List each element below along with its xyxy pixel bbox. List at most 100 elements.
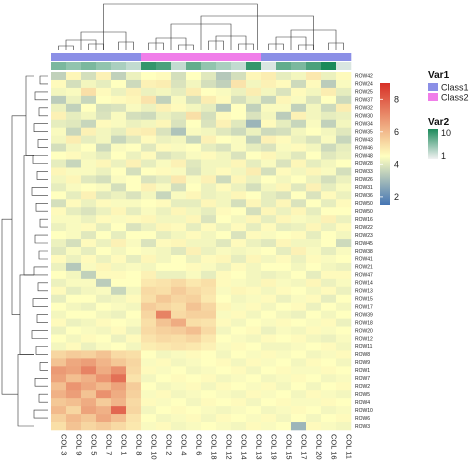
heatmap-cell bbox=[231, 254, 247, 264]
heatmap-cell bbox=[261, 247, 277, 256]
row-label: ROW3 bbox=[355, 424, 370, 430]
heatmap-cell bbox=[96, 334, 112, 343]
heatmap-cell bbox=[276, 358, 292, 367]
heatmap-cell bbox=[306, 103, 322, 113]
heatmap-cell bbox=[66, 167, 82, 176]
heatmap-cell bbox=[126, 87, 142, 97]
heatmap-cell bbox=[156, 254, 172, 264]
heatmap-cell bbox=[51, 151, 67, 160]
heatmap-cell bbox=[96, 199, 112, 208]
heatmap-cell bbox=[96, 302, 112, 311]
row-label: ROW20 bbox=[355, 328, 373, 334]
heatmap-cell bbox=[231, 159, 247, 168]
heatmap-cell bbox=[96, 159, 112, 168]
heatmap-cell bbox=[81, 175, 97, 184]
heatmap-cell bbox=[141, 318, 157, 327]
heatmap-cell bbox=[51, 374, 67, 383]
heatmap-cell bbox=[276, 374, 292, 383]
heatmap-cell bbox=[171, 247, 187, 256]
heatmap-cell bbox=[231, 151, 247, 160]
heatmap-cell bbox=[186, 318, 202, 327]
heatmap-cell bbox=[111, 215, 127, 224]
dendrogram-branch bbox=[25, 75, 34, 156]
column-label: COL 7 bbox=[105, 434, 114, 455]
dendrogram-branch bbox=[36, 171, 48, 180]
heatmap-cell bbox=[126, 350, 142, 359]
heatmap-cell bbox=[156, 366, 172, 375]
heatmap-cell bbox=[111, 143, 127, 152]
heatmap-cell bbox=[81, 254, 97, 264]
heatmap-cell bbox=[81, 406, 97, 415]
heatmap-cell bbox=[231, 87, 247, 97]
heatmap-cell bbox=[261, 278, 277, 288]
heatmap-cell bbox=[111, 207, 127, 216]
heatmap-cell bbox=[126, 159, 142, 168]
heatmap-cell bbox=[321, 135, 337, 144]
dendrogram-branch bbox=[34, 234, 48, 244]
heatmap-cell bbox=[81, 350, 97, 359]
heatmap-cell bbox=[186, 390, 202, 399]
heatmap-cell bbox=[336, 159, 352, 168]
heatmap-cell bbox=[156, 374, 172, 383]
heatmap-cell bbox=[246, 406, 262, 415]
heatmap-cell bbox=[261, 334, 277, 343]
var1-annotation-cell bbox=[276, 53, 292, 61]
heatmap-cell bbox=[96, 207, 112, 216]
heatmap-cell bbox=[321, 79, 337, 89]
heatmap-cell bbox=[171, 103, 187, 113]
heatmap-cell bbox=[171, 239, 187, 248]
column-label: COL 3 bbox=[60, 434, 69, 455]
dendrogram-branch bbox=[36, 314, 48, 323]
heatmap-cell bbox=[306, 342, 322, 351]
heatmap-cell bbox=[216, 87, 232, 97]
heatmap-cell bbox=[216, 159, 232, 168]
heatmap-cell bbox=[321, 215, 337, 224]
heatmap-cell bbox=[276, 398, 292, 407]
heatmap-cell bbox=[186, 127, 202, 136]
heatmap-cell bbox=[51, 223, 67, 232]
heatmap-cell bbox=[336, 302, 352, 311]
heatmap-cell bbox=[66, 382, 82, 391]
heatmap-cell bbox=[231, 239, 247, 248]
heatmap-cell bbox=[246, 72, 262, 81]
heatmap-cell bbox=[96, 342, 112, 351]
heatmap-cell bbox=[336, 390, 352, 399]
heatmap-cell bbox=[261, 414, 277, 423]
heatmap-cell bbox=[246, 390, 262, 399]
column-annotation-tracks bbox=[51, 53, 352, 70]
row-label: ROW2 bbox=[355, 384, 370, 390]
heatmap-cell bbox=[261, 302, 277, 311]
heatmap-cell bbox=[201, 95, 217, 105]
heatmap-cell bbox=[336, 127, 352, 136]
heatmap-cell bbox=[306, 318, 322, 327]
heatmap-cell bbox=[171, 183, 187, 192]
var1-annotation-cell bbox=[336, 53, 352, 61]
heatmap-cell bbox=[96, 95, 112, 105]
heatmap-cell bbox=[216, 334, 232, 343]
row-label: ROW4 bbox=[355, 400, 370, 406]
heatmap-cell bbox=[156, 286, 172, 296]
heatmap-cell bbox=[81, 374, 97, 383]
row-label: ROW43 bbox=[355, 137, 373, 143]
heatmap-cell bbox=[51, 111, 67, 121]
dendrogram-branch bbox=[38, 107, 48, 117]
heatmap-cell bbox=[306, 111, 322, 121]
heatmap-cell bbox=[111, 294, 127, 304]
heatmap-cell bbox=[336, 414, 352, 423]
heatmap-cell bbox=[81, 294, 97, 304]
heatmap-cell bbox=[291, 119, 307, 128]
heatmap-cell bbox=[306, 223, 322, 232]
heatmap-cell bbox=[276, 111, 292, 121]
heatmap-cell bbox=[96, 350, 112, 359]
heatmap-cell bbox=[156, 318, 172, 327]
heatmap-cell bbox=[51, 207, 67, 216]
heatmap-cell bbox=[231, 278, 247, 288]
heatmap-cell bbox=[111, 199, 127, 208]
heatmap-cell bbox=[156, 334, 172, 343]
heatmap-cell bbox=[156, 151, 172, 160]
heatmap-cell bbox=[291, 127, 307, 136]
heatmap-cell bbox=[336, 342, 352, 351]
heatmap-cell bbox=[276, 294, 292, 304]
heatmap-cell bbox=[216, 406, 232, 415]
